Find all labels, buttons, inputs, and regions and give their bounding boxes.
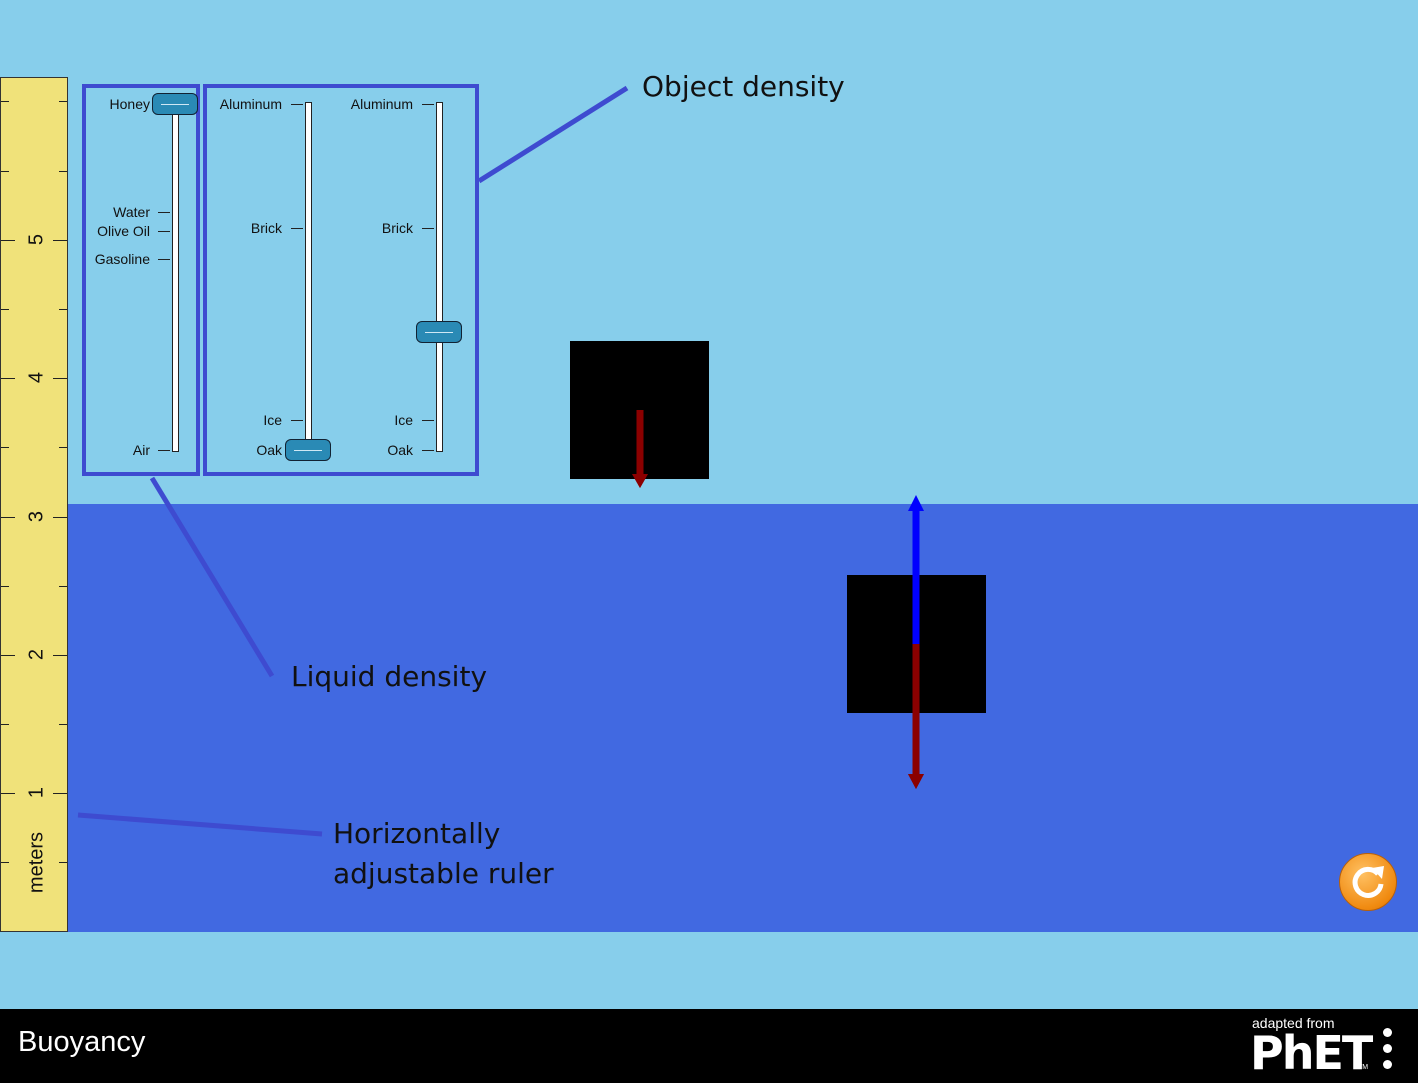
object-density-callout: Object density [642, 70, 845, 103]
ruler-tick [53, 240, 67, 241]
slider-tick [158, 259, 170, 260]
ruler-tick [53, 793, 67, 794]
ruler-tick [59, 309, 67, 310]
ruler-tick [59, 586, 67, 587]
slider-tick [291, 104, 303, 105]
ruler-callout-line2: adjustable ruler [333, 857, 554, 890]
sim-title: Buoyancy [18, 1026, 146, 1058]
liquid-label-air: Air [132, 442, 150, 458]
ruler-tick [53, 655, 67, 656]
ruler-tick [1, 378, 15, 379]
navigation-bar [0, 1009, 1418, 1083]
reset-all-button[interactable] [1339, 853, 1397, 911]
ruler-tick [1, 862, 9, 863]
ruler-tick [53, 517, 67, 518]
liquid-label-gasoline: Gasoline [94, 251, 150, 267]
slider-tick [291, 228, 303, 229]
object2-density-thumb[interactable] [416, 321, 462, 343]
ruler-tick [59, 862, 67, 863]
gravity-arrowhead [632, 474, 648, 488]
ruler-tick [1, 309, 9, 310]
buoyancy-arrowhead [908, 495, 924, 511]
ruler-tick [1, 586, 9, 587]
menu-dot [1383, 1060, 1392, 1069]
phet-logo[interactable]: PhET [1250, 1026, 1373, 1080]
liquid-label-honey: Honey [109, 96, 150, 112]
ruler-tick [1, 171, 9, 172]
menu-dot [1383, 1044, 1392, 1053]
object-density-panel [203, 84, 479, 476]
slider-tick [422, 420, 434, 421]
liquid-pool [0, 504, 1418, 932]
ruler-callout-line1: Horizontally [333, 817, 501, 850]
slider-tick [158, 212, 170, 213]
object2-density-track[interactable] [436, 102, 443, 452]
slider-tick [422, 228, 434, 229]
object2-label-oak: Oak [387, 442, 413, 458]
ruler-tick [1, 447, 9, 448]
kebab-menu-icon[interactable] [1376, 1024, 1400, 1074]
ruler-tick [59, 171, 67, 172]
slider-tick [158, 231, 170, 232]
ruler-callout-line [77, 812, 323, 837]
liquid-label-olive-oil: Olive Oil [97, 223, 150, 239]
slider-tick [291, 420, 303, 421]
ruler-tick [1, 517, 15, 518]
ruler[interactable]: 5 4 3 2 1 meters [0, 77, 68, 932]
trademark-label: TM [1358, 1064, 1369, 1071]
ruler-tick [1, 655, 15, 656]
object1-label-brick: Brick [250, 220, 282, 236]
slider-tick [422, 104, 434, 105]
object1-label-ice: Ice [263, 412, 282, 428]
force-arrows-overlay [632, 410, 924, 789]
slider-tick [422, 450, 434, 451]
menu-dot [1383, 1028, 1392, 1037]
ruler-tick [1, 101, 9, 102]
ruler-tick [59, 724, 67, 725]
object1-label-oak: Oak [256, 442, 282, 458]
liquid-density-thumb[interactable] [152, 93, 198, 115]
ruler-tick [59, 447, 67, 448]
object2-label-aluminum: Aluminum [350, 96, 413, 112]
gravity-arrowhead [908, 774, 924, 789]
object2-label-brick: Brick [381, 220, 413, 236]
ruler-tick [1, 793, 15, 794]
ruler-tick [1, 724, 9, 725]
reset-icon [1352, 866, 1384, 898]
liquid-density-callout-line [149, 476, 275, 678]
slider-tick [158, 450, 170, 451]
ruler-tick [1, 240, 15, 241]
object-density-callout-line [477, 85, 629, 184]
adapted-from-label: adapted from [1252, 1015, 1335, 1031]
ruler-tick [53, 378, 67, 379]
object2-label-ice: Ice [394, 412, 413, 428]
object1-density-thumb[interactable] [285, 439, 331, 461]
liquid-label-water: Water [113, 204, 150, 220]
liquid-density-panel [82, 84, 200, 476]
ruler-tick [59, 101, 67, 102]
liquid-density-callout: Liquid density [291, 660, 488, 693]
object1-label-aluminum: Aluminum [219, 96, 282, 112]
